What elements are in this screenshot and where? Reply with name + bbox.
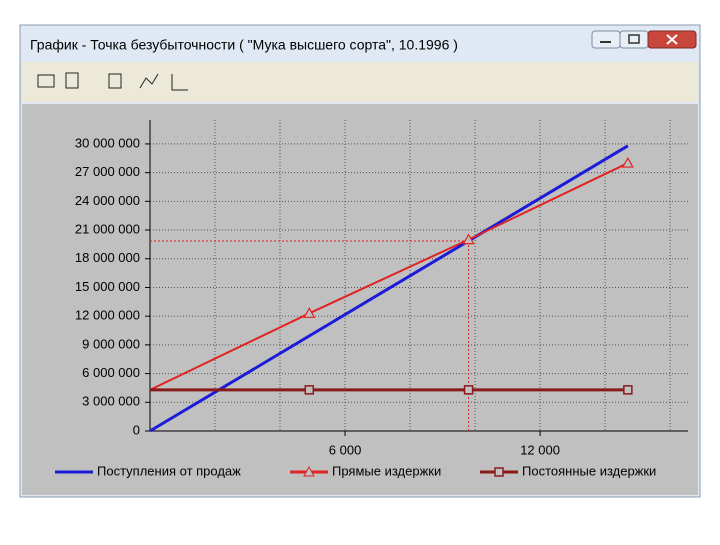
legend-marker xyxy=(494,467,504,477)
chart-type-button[interactable] xyxy=(139,73,159,89)
y-tick-label: 18 000 000 xyxy=(75,250,140,265)
y-tick-label: 24 000 000 xyxy=(75,193,140,208)
toolbar xyxy=(22,62,698,102)
maximize-button[interactable] xyxy=(619,30,649,49)
print-button[interactable] xyxy=(37,74,55,88)
y-tick-label: 15 000 000 xyxy=(75,279,140,294)
close-icon xyxy=(666,34,678,45)
maximize-icon xyxy=(628,34,640,44)
marker-1 xyxy=(304,385,315,395)
series-line xyxy=(149,162,629,391)
axes-button[interactable] xyxy=(171,74,188,91)
y-tick-label: 21 000 000 xyxy=(75,221,140,236)
marker-2 xyxy=(462,233,475,245)
legend-marker xyxy=(303,465,315,477)
y-tick-label: 12 000 000 xyxy=(75,308,140,323)
marker-3 xyxy=(623,385,633,395)
y-tick-label: 9 000 000 xyxy=(82,336,140,351)
minimize-button[interactable] xyxy=(591,30,621,49)
window-title: График - Точка безубыточности ( "Мука вы… xyxy=(30,37,458,53)
y-tick-label: 27 000 000 xyxy=(75,164,140,179)
preview-button[interactable] xyxy=(65,72,79,89)
x-tick-label: 12 000 xyxy=(520,442,560,457)
legend-label: Постоянные издержки xyxy=(522,463,656,478)
marker-1 xyxy=(303,307,316,318)
chart-area xyxy=(22,104,698,495)
x-tick-label: 6 000 xyxy=(329,442,362,457)
y-tick-label: 30 000 000 xyxy=(75,135,140,150)
y-tick-label: 3 000 000 xyxy=(82,394,140,409)
marker-3 xyxy=(621,156,634,168)
y-tick-label: 0 xyxy=(133,422,140,437)
legend-label: Прямые издержки xyxy=(332,463,441,478)
legend-label: Поступления от продаж xyxy=(97,463,241,478)
window-controls xyxy=(591,30,697,49)
toolbar-icons xyxy=(37,72,188,91)
series-line xyxy=(149,144,629,433)
marker-2 xyxy=(463,385,474,395)
minimize-icon xyxy=(600,41,611,43)
y-tick-label: 6 000 000 xyxy=(82,365,140,380)
properties-button[interactable] xyxy=(108,73,122,89)
